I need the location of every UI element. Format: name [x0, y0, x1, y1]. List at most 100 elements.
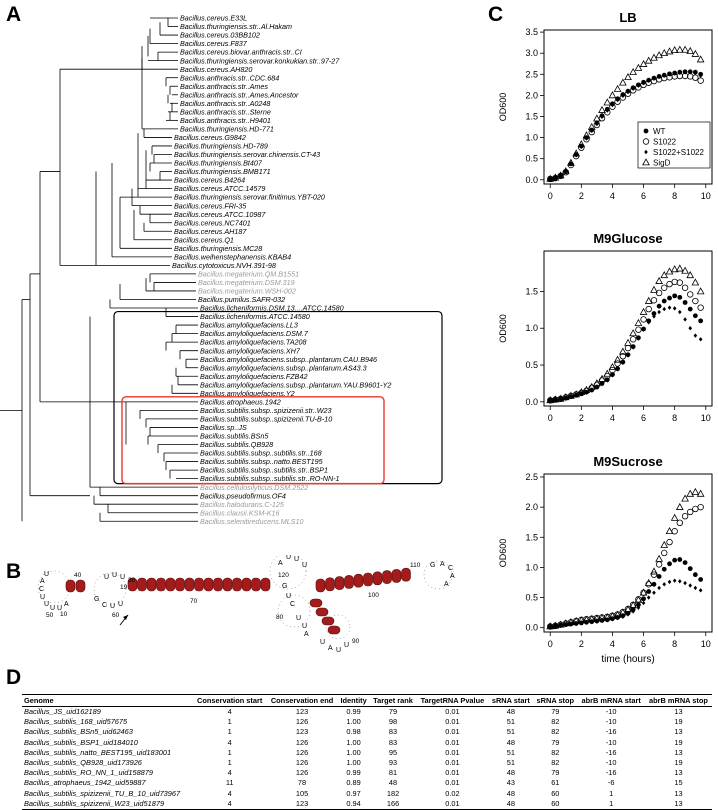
data-point	[688, 583, 693, 588]
table-cell: 51	[506, 717, 515, 727]
data-point	[595, 121, 599, 127]
taxon-label: Bacillus.cereus.G9842	[174, 133, 246, 142]
nucleotide-letter: C	[448, 565, 453, 572]
data-point	[650, 53, 658, 61]
y-tick-label: 1.0	[525, 562, 538, 572]
table-cell: 126	[295, 717, 309, 727]
taxon-label: Bacillus.weihenstephanensis.KBAB4	[174, 252, 291, 261]
data-point	[671, 278, 678, 286]
y-axis-label: OD600	[498, 539, 508, 568]
data-point	[683, 580, 687, 586]
table-cell: 0.94	[337, 798, 370, 810]
data-point	[677, 294, 683, 300]
nucleotide-letter: U	[296, 615, 301, 622]
rna-loop	[93, 572, 127, 606]
data-point	[641, 80, 646, 86]
data-point	[644, 296, 653, 304]
base-pair	[65, 579, 76, 593]
data-point	[605, 378, 610, 383]
base-pair	[232, 577, 242, 592]
data-point	[603, 613, 612, 621]
taxon-label: Bacillus.cytotoxicus.NVH.391-98	[172, 261, 276, 270]
x-tick-label: 10	[701, 639, 711, 649]
data-point	[639, 59, 648, 67]
y-tick-label: 1.5	[525, 286, 538, 296]
column-header: Conservation end	[266, 694, 338, 707]
y-tick-label: 1.0	[525, 133, 538, 143]
y-tick-label: 2.5	[525, 69, 538, 79]
table-cell: 0.89	[346, 778, 361, 788]
data-point	[639, 588, 648, 596]
rna-loop	[325, 614, 351, 640]
taxon-label: Bacillus.subtilis.subsp..subtilis.str..1…	[200, 449, 322, 458]
table-cell: 0.01	[445, 717, 460, 727]
data-point	[644, 578, 653, 586]
data-point	[655, 554, 663, 562]
column-header: sRNA start	[488, 694, 534, 707]
table-cell: 60	[533, 798, 578, 810]
base-pair	[146, 577, 157, 592]
x-tick-label: 8	[672, 191, 677, 201]
data-point	[572, 616, 581, 624]
data-point	[662, 582, 667, 587]
data-point	[641, 596, 646, 602]
table-cell: 19	[674, 758, 683, 768]
data-point	[563, 395, 568, 401]
taxon-label: Bacillus.subtilis.subsp..subtilis.str..B…	[200, 466, 328, 475]
data-point	[618, 347, 627, 355]
base-pair	[184, 577, 195, 592]
data-point	[639, 307, 648, 315]
data-point	[613, 610, 622, 618]
nucleotide-letter: U	[120, 574, 125, 581]
data-point	[621, 614, 625, 620]
taxon-label: Bacillus.cereus.ATCC.14579	[174, 184, 265, 193]
data-point	[646, 595, 651, 600]
data-point	[634, 63, 643, 71]
nucleotide-letter: A	[440, 561, 445, 568]
nucleotide-letter: U	[104, 574, 109, 581]
data-point	[650, 567, 658, 575]
table-cell: 79	[551, 707, 560, 716]
column-header: abrB mRNA start	[577, 694, 645, 707]
column-header: Target rank	[369, 694, 417, 707]
table-cell: 0.02	[445, 788, 460, 798]
table-cell: 105	[295, 788, 309, 798]
y-axis-label: OD600	[498, 314, 508, 343]
nucleotide-number: 80	[276, 614, 284, 621]
data-point	[556, 620, 565, 628]
data-point	[671, 528, 678, 535]
column-header: Conservation start	[192, 694, 267, 707]
data-point	[687, 508, 694, 516]
plot-frame	[543, 473, 713, 633]
x-tick-label: 8	[672, 413, 677, 423]
nucleotide-number: 90	[352, 638, 360, 645]
x-tick-label: 0	[548, 413, 553, 423]
data-point	[636, 602, 641, 608]
table-row: Bacillus_subtilis_BSP1_uid184010 4 126 1.00…	[22, 738, 712, 748]
nucleotide-letter: U	[302, 562, 307, 569]
table-cell: 0.99	[346, 707, 361, 716]
data-point	[646, 78, 651, 83]
taxon-label: Bacillus.cellulosilyticus.DSM.2522	[200, 483, 308, 492]
base-pair	[75, 579, 86, 593]
y-tick-label: 2.0	[525, 502, 538, 512]
data-point	[563, 622, 568, 627]
legend-marker	[643, 128, 649, 134]
data-point	[667, 295, 672, 301]
data-point	[686, 489, 695, 497]
x-tick-label: 6	[641, 413, 646, 423]
y-tick-label: 0.0	[525, 623, 538, 633]
data-point	[692, 505, 699, 513]
y-tick-label: 0.5	[525, 360, 538, 370]
base-pair	[401, 567, 411, 582]
data-point	[650, 571, 658, 578]
y-tick-label: 1.0	[525, 323, 538, 333]
nucleotide-number: 10	[60, 611, 68, 618]
taxon-label: Bacillus.anthracis.str..Ames.Ancestor	[180, 90, 299, 99]
x-tick-label: 4	[610, 413, 615, 423]
data-point	[598, 613, 606, 621]
nucleotide-letter: C	[39, 586, 44, 593]
data-point	[696, 287, 705, 295]
data-point	[608, 612, 617, 620]
data-point	[558, 623, 563, 628]
